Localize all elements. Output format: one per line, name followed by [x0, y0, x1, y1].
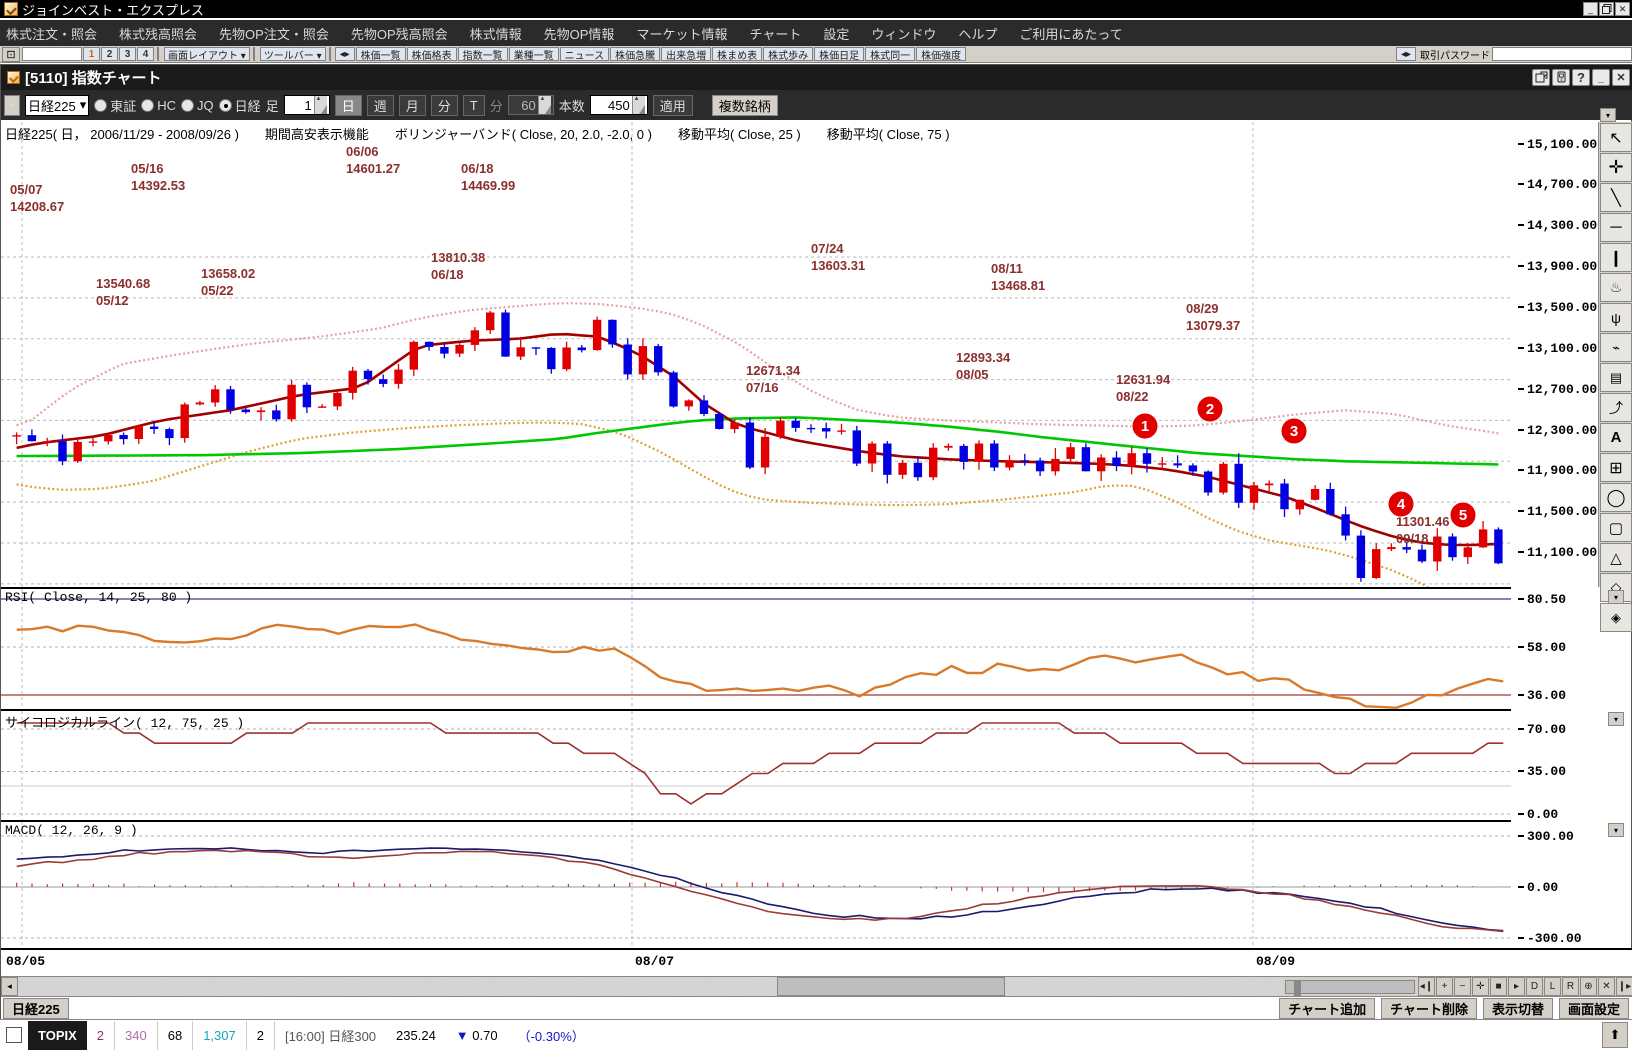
- svg-text:06/06: 06/06: [346, 144, 379, 159]
- svg-text:05/22: 05/22: [201, 283, 234, 298]
- svg-text:07/16: 07/16: [746, 380, 779, 395]
- svg-text:06/18: 06/18: [461, 161, 494, 176]
- svg-text:13540.68: 13540.68: [96, 276, 150, 291]
- svg-text:13658.02: 13658.02: [201, 266, 255, 281]
- svg-text:5: 5: [1459, 507, 1467, 524]
- svg-text:05/16: 05/16: [131, 161, 164, 176]
- svg-text:3: 3: [1290, 423, 1298, 440]
- svg-text:08/29: 08/29: [1186, 301, 1219, 316]
- svg-text:14601.27: 14601.27: [346, 161, 400, 176]
- svg-text:07/24: 07/24: [811, 241, 844, 256]
- svg-text:09/18: 09/18: [1396, 531, 1429, 546]
- svg-text:1: 1: [1141, 418, 1149, 435]
- svg-text:12671.34: 12671.34: [746, 363, 801, 378]
- svg-text:08/22: 08/22: [1116, 389, 1149, 404]
- svg-text:4: 4: [1397, 496, 1406, 513]
- svg-text:13603.31: 13603.31: [811, 258, 865, 273]
- svg-text:2: 2: [1206, 401, 1214, 418]
- svg-text:08/05: 08/05: [956, 367, 989, 382]
- svg-text:14208.67: 14208.67: [10, 199, 64, 214]
- svg-text:12631.94: 12631.94: [1116, 372, 1171, 387]
- svg-text:13079.37: 13079.37: [1186, 318, 1240, 333]
- svg-text:12893.34: 12893.34: [956, 350, 1011, 365]
- svg-text:05/12: 05/12: [96, 293, 129, 308]
- svg-text:05/07: 05/07: [10, 182, 43, 197]
- svg-text:13468.81: 13468.81: [991, 278, 1045, 293]
- svg-text:14469.99: 14469.99: [461, 178, 515, 193]
- svg-text:14392.53: 14392.53: [131, 178, 185, 193]
- svg-text:13810.38: 13810.38: [431, 250, 485, 265]
- svg-text:06/18: 06/18: [431, 267, 464, 282]
- svg-text:08/11: 08/11: [991, 261, 1023, 276]
